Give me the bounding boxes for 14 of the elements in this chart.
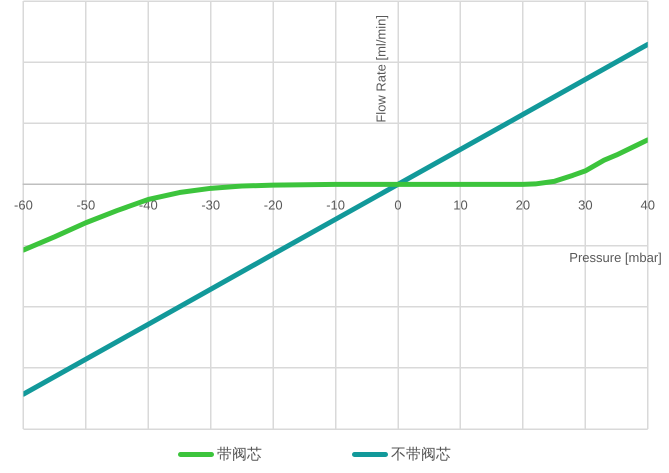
legend-label: 带阀芯: [217, 445, 262, 464]
y-axis-title: Flow Rate [ml/min]: [374, 15, 389, 123]
x-tick-label: -50: [76, 198, 96, 213]
x-tick-label: 10: [453, 198, 468, 213]
x-tick-label: -30: [201, 198, 220, 213]
legend-label: 不带阀芯: [391, 445, 451, 464]
x-tick-label: 40: [640, 198, 656, 213]
x-tick-label: 0: [394, 198, 402, 213]
x-tick-label: -60: [14, 198, 33, 213]
x-tick-label: -10: [326, 198, 345, 213]
x-tick-label: 20: [516, 198, 530, 213]
x-axis-title: Pressure [mbar]: [569, 250, 662, 265]
x-tick-label: 30: [578, 198, 593, 213]
x-tick-label: -20: [264, 198, 283, 213]
